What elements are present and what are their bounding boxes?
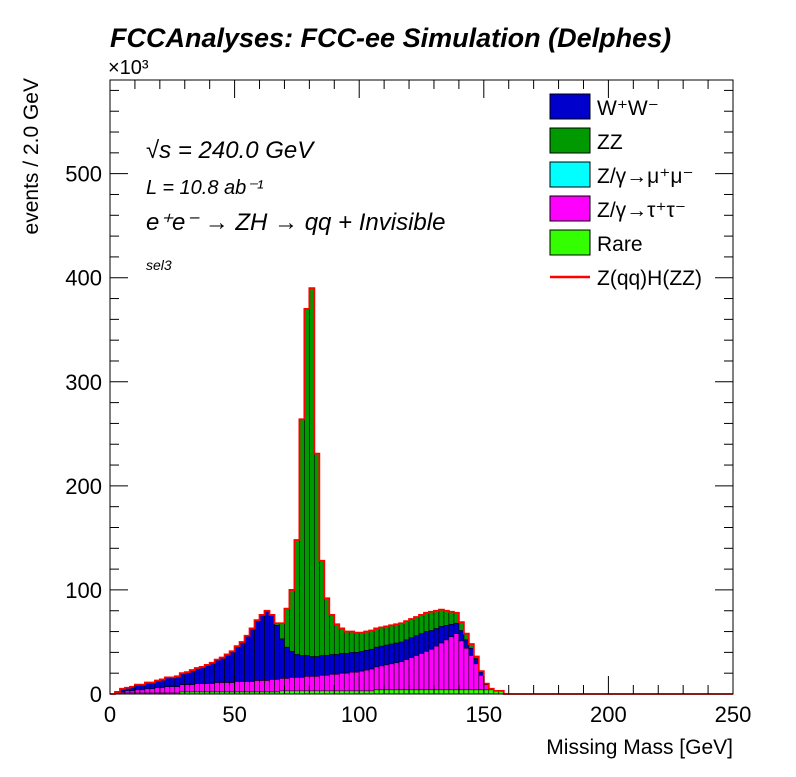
legend-label: Rare: [597, 233, 643, 256]
bar-z: [428, 648, 435, 695]
bar-rare: [478, 689, 485, 695]
y-axis-label: events / 2.0 GeV: [20, 78, 43, 234]
legend-entry-w-w: W⁺W⁻: [549, 93, 659, 120]
x-axis-label: Missing Mass [GeV]: [546, 736, 733, 759]
bar-rare: [408, 689, 415, 695]
y-tick-label: 100: [65, 578, 102, 603]
bar-rare: [388, 689, 395, 695]
bar-z: [388, 663, 395, 695]
legend-entry-z: Z/γ→τ⁺τ⁻: [549, 195, 686, 222]
x-tick-label: 150: [465, 702, 502, 727]
legend-entry-z: Z/γ→μ⁺μ⁻: [549, 161, 694, 188]
bar-rare: [468, 689, 475, 695]
legend-label: Z/γ→τ⁺τ⁻: [597, 199, 686, 222]
bar-z: [398, 661, 405, 695]
legend-label: Z/γ→μ⁺μ⁻: [597, 165, 694, 188]
x-tick-label: 100: [341, 702, 378, 727]
x-tick-label: 0: [104, 702, 116, 727]
x-tick-label: 50: [222, 702, 246, 727]
y-tick-label: 0: [90, 682, 102, 707]
bar-z: [453, 633, 460, 695]
bar-rare: [473, 689, 480, 695]
bar-z: [363, 669, 370, 695]
bar-z: [368, 668, 375, 695]
legend-label: ZZ: [597, 131, 623, 154]
bar-z: [448, 636, 455, 695]
bar-rare: [378, 689, 385, 695]
annotation-energy: √s = 240.0 GeV: [146, 137, 315, 164]
bar-z: [358, 670, 365, 695]
y-tick-label: 200: [65, 474, 102, 499]
y-tick-label: 500: [65, 162, 102, 187]
plot-area: 0 50 100 150 200 250 0 100 200 300 400 500: [65, 79, 752, 727]
bar-rare: [413, 689, 420, 695]
bar-rare: [453, 689, 460, 695]
bar-z: [458, 640, 465, 695]
bar-z: [438, 642, 445, 695]
legend-swatch: [549, 127, 591, 154]
x-tick-label: 200: [590, 702, 627, 727]
legend: W⁺W⁻ ZZ Z/γ→μ⁺μ⁻ Z/γ→τ⁺τ⁻ Rare Z(qq)H(ZZ): [549, 93, 702, 290]
bar-z: [433, 645, 440, 695]
y-multiplier-label: ×10³: [108, 57, 149, 79]
legend-label: W⁺W⁻: [597, 97, 659, 120]
y-tick-label: 400: [65, 266, 102, 291]
chart-title: FCCAnalyses: FCC-ee Simulation (Delphes): [110, 23, 671, 53]
bar-rare: [373, 689, 380, 695]
bar-rare: [428, 689, 435, 695]
x-tick-label: 250: [715, 702, 752, 727]
legend-entry-rare: Rare: [549, 229, 643, 256]
legend-swatch: [549, 195, 591, 222]
bar-rare: [483, 689, 490, 695]
bar-z: [463, 647, 470, 695]
bar-rare: [438, 689, 445, 695]
legend-swatch: [549, 161, 591, 188]
bar-z: [443, 639, 450, 695]
bar-rare: [443, 689, 450, 695]
bar-z: [408, 657, 415, 695]
legend-entry-zz: ZZ: [549, 127, 623, 154]
bar-rare: [393, 689, 400, 695]
bar-rare: [383, 689, 390, 695]
legend-swatch: [549, 229, 591, 256]
bar-rare: [423, 689, 430, 695]
bar-rare: [463, 689, 470, 695]
series-rare: [119, 689, 505, 695]
bar-rare: [398, 689, 405, 695]
bar-z: [468, 655, 475, 695]
y-tick-label: 300: [65, 370, 102, 395]
bar-z: [393, 662, 400, 695]
annotation-selection: sel3: [146, 257, 172, 273]
legend-swatch: [549, 93, 591, 120]
annotation-lumi: L = 10.8 ab⁻¹: [146, 177, 264, 199]
bar-z: [413, 655, 420, 695]
bar-z: [418, 653, 425, 695]
legend-label: Z(qq)H(ZZ): [597, 267, 702, 290]
annotation-process: e⁺e⁻ → ZH → qq + Invisible: [146, 209, 445, 236]
bar-rare: [458, 689, 465, 695]
bar-rare: [403, 689, 410, 695]
bar-z: [423, 651, 430, 695]
bar-z: [403, 659, 410, 695]
bar-rare: [448, 689, 455, 695]
plot-frame: [109, 79, 734, 695]
bar-rare: [433, 689, 440, 695]
legend-entry-z-qq-h-zz: Z(qq)H(ZZ): [550, 267, 702, 290]
bar-rare: [418, 689, 425, 695]
